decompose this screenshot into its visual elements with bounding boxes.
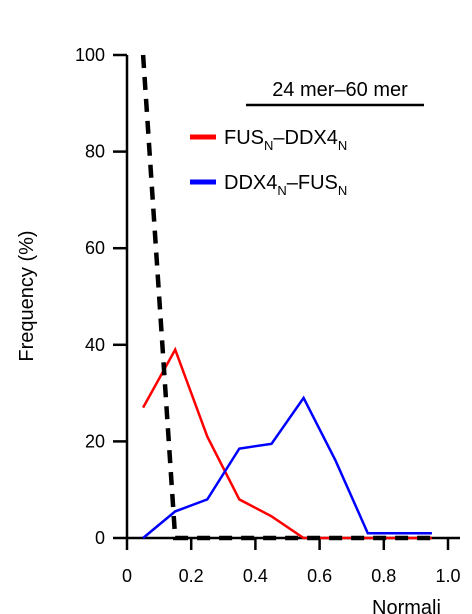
y-tick-label: 100: [75, 45, 105, 65]
y-tick-label: 0: [95, 528, 105, 548]
series-line-2: [140, 54, 432, 541]
y-tick-label: 40: [85, 335, 105, 355]
series-line-0: [142, 346, 432, 540]
axes: 0 20 40 60 80 100 0 0.2 0.4 0.6 0.8 1.0: [75, 45, 461, 586]
y-tick-label: 20: [85, 431, 105, 451]
x-tick-label: 0.2: [179, 566, 204, 586]
legend: 24 mer–60 mer FUSN–DDX4N DDX4N–FUSN: [190, 79, 424, 198]
x-tick-label: 0.8: [371, 566, 396, 586]
legend-label-1: DDX4N–FUSN: [224, 172, 347, 198]
x-axis-label: Normali: [372, 597, 441, 614]
x-tick-label: 0: [122, 566, 132, 586]
x-tick-label: 1.0: [435, 566, 460, 586]
series-layer: [140, 54, 432, 541]
y-tick-label: 60: [85, 238, 105, 258]
x-tick-label: 0.4: [243, 566, 268, 586]
y-axis-label: Frequency (%): [16, 230, 38, 361]
series-line-1: [142, 395, 432, 539]
legend-title: 24 mer–60 mer: [272, 79, 408, 101]
x-tick-label: 0.6: [307, 566, 332, 586]
legend-label-0: FUSN–DDX4N: [224, 127, 347, 153]
y-tick-label: 80: [85, 142, 105, 162]
